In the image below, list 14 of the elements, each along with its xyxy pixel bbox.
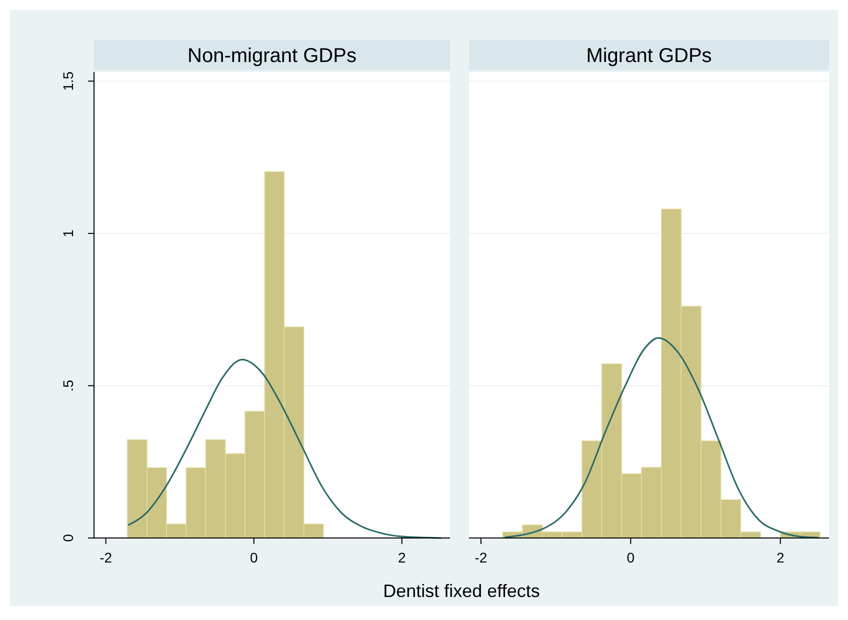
x-tick-label: -2 — [100, 549, 112, 566]
chart-title: Non-migrant GDPs — [188, 45, 356, 67]
y-tick-label: 0 — [60, 534, 76, 542]
chart-title: Migrant GDPs — [586, 45, 712, 67]
x-tick-label: 0 — [250, 549, 258, 566]
x-axis-title: Dentist fixed effects — [383, 581, 540, 601]
x-tick-label: 0 — [626, 549, 635, 566]
y-tick-label: 1 — [60, 229, 76, 238]
x-tick-label: -2 — [474, 549, 488, 566]
y-tick-label: .5 — [60, 380, 76, 392]
line-series — [127, 358, 442, 539]
x-tick-label: 2 — [776, 549, 784, 566]
x-tick-label: 2 — [398, 549, 406, 566]
y-tick-label: 1.5 — [60, 71, 76, 91]
